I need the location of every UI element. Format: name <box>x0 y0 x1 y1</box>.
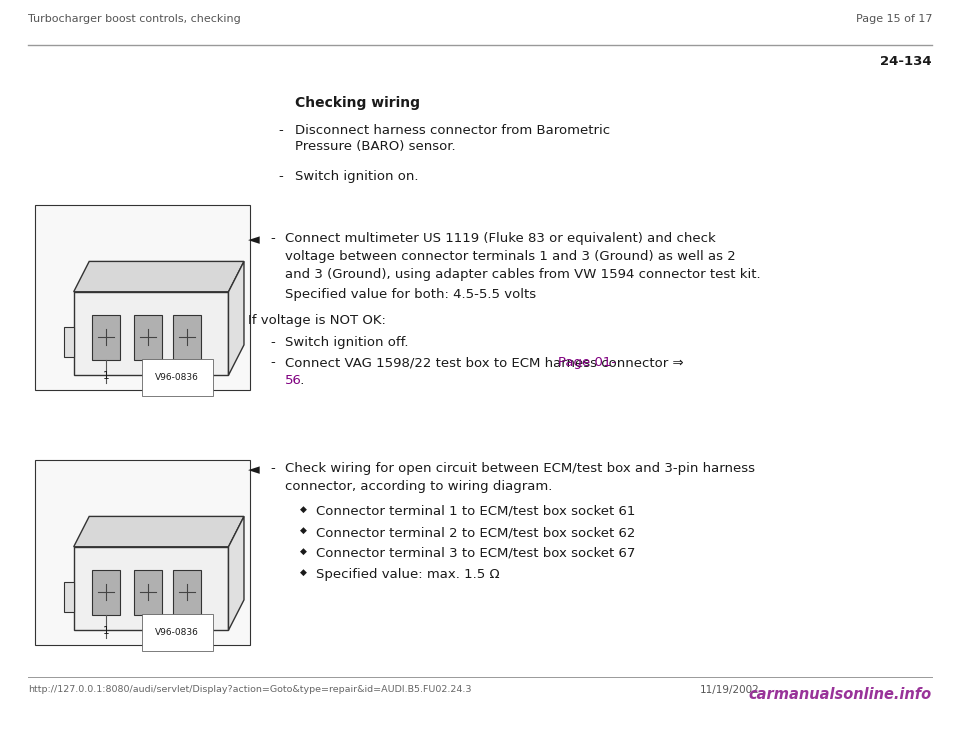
Text: Check wiring for open circuit between ECM/test box and 3-pin harness: Check wiring for open circuit between EC… <box>285 462 755 475</box>
Text: 3: 3 <box>183 371 190 381</box>
Text: 11/19/2002: 11/19/2002 <box>700 685 759 695</box>
Text: ◆: ◆ <box>300 547 307 556</box>
Text: Disconnect harness connector from Barometric: Disconnect harness connector from Barome… <box>295 124 611 137</box>
Text: V96-0836: V96-0836 <box>156 373 200 382</box>
Text: Turbocharger boost controls, checking: Turbocharger boost controls, checking <box>28 14 241 24</box>
Text: V96-0836: V96-0836 <box>156 628 200 637</box>
Bar <box>74 292 228 375</box>
Text: -: - <box>278 170 283 183</box>
Text: and 3 (Ground), using adapter cables from VW 1594 connector test kit.: and 3 (Ground), using adapter cables fro… <box>285 268 760 281</box>
Text: Specified value for both: 4.5-5.5 volts: Specified value for both: 4.5-5.5 volts <box>285 288 536 301</box>
Text: Page 01-: Page 01- <box>558 356 616 369</box>
Bar <box>92 570 120 615</box>
Text: connector, according to wiring diagram.: connector, according to wiring diagram. <box>285 480 552 493</box>
Text: 24-134: 24-134 <box>880 55 932 68</box>
Bar <box>92 315 120 360</box>
Text: 3: 3 <box>183 626 190 636</box>
Text: ◆: ◆ <box>300 505 307 514</box>
Text: Connect multimeter US 1119 (Fluke 83 or equivalent) and check: Connect multimeter US 1119 (Fluke 83 or … <box>285 232 716 245</box>
Text: http://127.0.0.1:8080/audi/servlet/Display?action=Goto&type=repair&id=AUDI.B5.FU: http://127.0.0.1:8080/audi/servlet/Displ… <box>28 685 471 694</box>
Polygon shape <box>74 516 244 547</box>
Polygon shape <box>228 516 244 630</box>
Text: ◆: ◆ <box>300 526 307 535</box>
Text: voltage between connector terminals 1 and 3 (Ground) as well as 2: voltage between connector terminals 1 an… <box>285 250 735 263</box>
Text: Connector terminal 2 to ECM/test box socket 62: Connector terminal 2 to ECM/test box soc… <box>316 526 636 539</box>
Bar <box>134 570 162 615</box>
Text: 2: 2 <box>145 371 152 381</box>
Polygon shape <box>74 261 244 292</box>
Text: 1: 1 <box>103 626 109 636</box>
Text: 1: 1 <box>103 371 109 381</box>
Bar <box>64 582 74 612</box>
Text: Connector terminal 1 to ECM/test box socket 61: Connector terminal 1 to ECM/test box soc… <box>316 505 636 518</box>
Polygon shape <box>228 261 244 375</box>
Text: Switch ignition on.: Switch ignition on. <box>295 170 419 183</box>
Text: .: . <box>297 374 305 387</box>
Bar <box>35 205 250 390</box>
Text: Connector terminal 3 to ECM/test box socket 67: Connector terminal 3 to ECM/test box soc… <box>316 547 636 560</box>
Text: Checking wiring: Checking wiring <box>295 96 420 110</box>
Text: Switch ignition off.: Switch ignition off. <box>285 336 409 349</box>
Text: ◆: ◆ <box>300 568 307 577</box>
Text: -: - <box>270 462 275 475</box>
Text: Page 15 of 17: Page 15 of 17 <box>855 14 932 24</box>
Text: 2: 2 <box>145 626 152 636</box>
Text: Pressure (BARO) sensor.: Pressure (BARO) sensor. <box>295 140 456 153</box>
Text: -: - <box>278 124 283 137</box>
Bar <box>74 547 228 630</box>
Text: -: - <box>270 232 275 245</box>
Bar <box>35 460 250 645</box>
Text: ◄: ◄ <box>248 462 260 477</box>
Text: -: - <box>270 356 275 369</box>
Bar <box>64 326 74 357</box>
Text: If voltage is NOT OK:: If voltage is NOT OK: <box>248 314 386 327</box>
Text: 56: 56 <box>285 374 301 387</box>
Bar <box>173 570 201 615</box>
Bar <box>134 315 162 360</box>
Text: Specified value: max. 1.5 Ω: Specified value: max. 1.5 Ω <box>316 568 499 581</box>
Bar <box>173 315 201 360</box>
Text: -: - <box>270 336 275 349</box>
Text: Connect VAG 1598/22 test box to ECM harness connector ⇒: Connect VAG 1598/22 test box to ECM harn… <box>285 356 688 369</box>
Text: ◄: ◄ <box>248 232 260 247</box>
Text: carmanualsonline.info: carmanualsonline.info <box>749 687 932 702</box>
